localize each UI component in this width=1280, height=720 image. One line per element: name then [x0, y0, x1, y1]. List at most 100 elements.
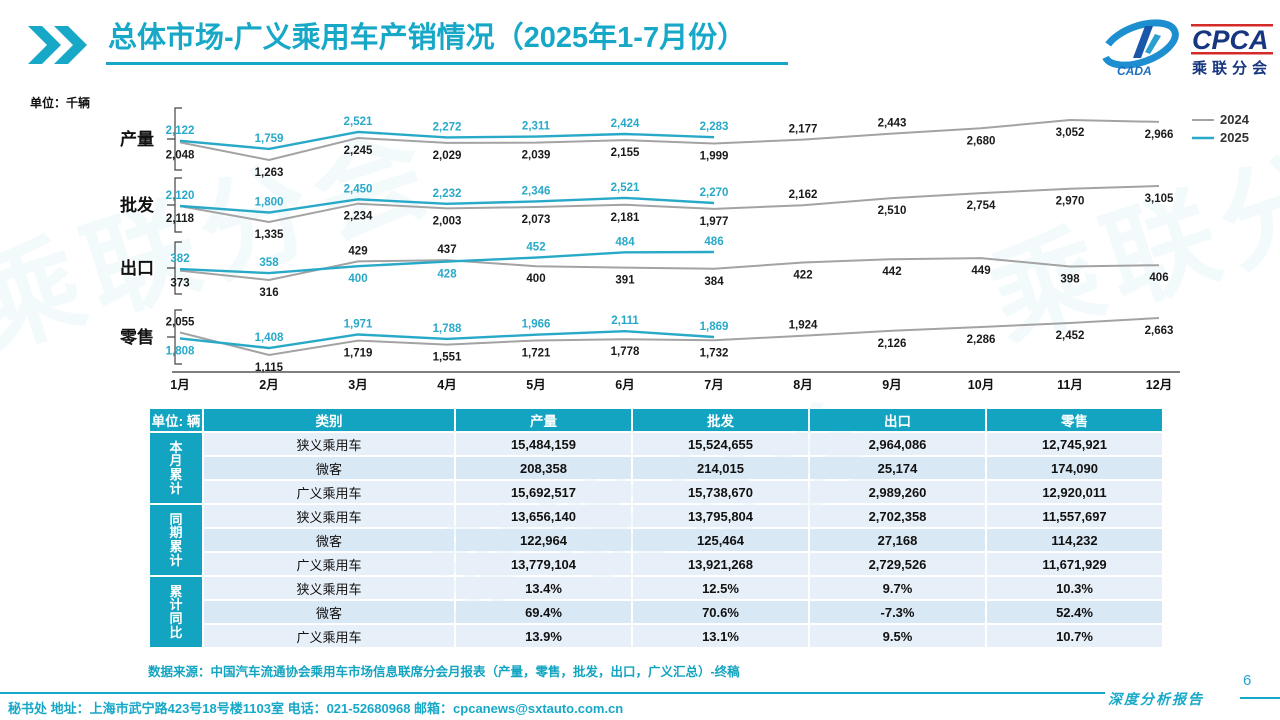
- report-type-label: 深度分析报告: [1108, 692, 1204, 708]
- panel-label: 产量: [120, 129, 154, 149]
- value-cell: 15,738,670: [633, 481, 808, 503]
- table-row: 微客 208,358 214,015 25,174 174,090: [150, 457, 1162, 479]
- point-label-2025: 1,966: [522, 319, 551, 331]
- point-label-2024: 2,966: [1145, 129, 1174, 141]
- secretariat-contact: 秘书处 地址：上海市武宁路423号18号楼1103室 电话：021-526809…: [8, 701, 624, 716]
- line-2024: [179, 317, 1160, 357]
- value-cell: 9.7%: [810, 577, 985, 599]
- table-row: 本月累计狭义乘用车 15,484,159 15,524,655 2,964,086 12…: [150, 433, 1162, 503]
- point-label-2024: 1,263: [255, 167, 284, 179]
- page-number: 6: [1243, 672, 1252, 689]
- point-label-2025: 2,122: [166, 125, 195, 137]
- value-cell: 125,464: [633, 529, 808, 551]
- point-label-2024: 373: [170, 278, 189, 290]
- category-cell: 微客: [204, 529, 454, 551]
- value-cell: 10.3%: [987, 577, 1162, 599]
- point-label-2025: 1,800: [255, 197, 284, 209]
- axis-bracket: [167, 309, 182, 365]
- column-header: 批发: [633, 409, 808, 431]
- point-label-2024: 437: [437, 244, 456, 256]
- point-label-2025: 1,808: [166, 345, 195, 357]
- point-label-2024: 1,551: [433, 352, 462, 364]
- value-cell: 27,168: [810, 529, 985, 551]
- category-cell: 微客: [204, 601, 454, 623]
- row-group-label: 本月累计: [150, 433, 202, 503]
- row-group-label: 同期累计: [150, 505, 202, 575]
- page-title: 总体市场-广义乘用车产销情况（2025年1-7月份）: [106, 22, 789, 66]
- value-cell: 13,921,268: [633, 553, 808, 575]
- line-2025: [179, 250, 715, 275]
- point-label-2024: 2,663: [1145, 325, 1174, 337]
- value-cell: 52.4%: [987, 601, 1162, 623]
- panel-label: 出口: [120, 258, 154, 278]
- panel-label: 零售: [119, 327, 154, 347]
- point-label-2025: 2,111: [611, 315, 639, 327]
- point-label-2025: 358: [259, 257, 279, 269]
- x-axis-label: 1月: [170, 378, 189, 392]
- value-cell: 12,920,011: [987, 481, 1162, 503]
- summary-table: 单位: 辆 类别 产量 批发 出口 零售 本月累计狭义乘用车 15,484,159…: [148, 407, 1164, 649]
- category-cell: 狭义乘用车: [204, 577, 454, 599]
- point-label-2024: 2,970: [1056, 196, 1085, 208]
- value-cell: 208,358: [456, 457, 631, 479]
- point-label-2025: 2,346: [522, 185, 551, 197]
- category-cell: 广义乘用车: [204, 481, 454, 503]
- point-label-2025: 2,120: [166, 190, 195, 202]
- line-2024: [179, 257, 1160, 282]
- point-label-2024: 1,778: [611, 346, 640, 358]
- point-label-2024: 2,234: [344, 211, 373, 223]
- value-cell: 70.6%: [633, 601, 808, 623]
- category-cell: 微客: [204, 457, 454, 479]
- value-cell: 69.4%: [456, 601, 631, 623]
- table-row: 广义乘用车 13.9% 13.1% 9.5% 10.7%: [150, 625, 1162, 647]
- column-header: 零售: [987, 409, 1162, 431]
- title-chevrons-icon: [28, 26, 87, 64]
- value-cell: 214,015: [633, 457, 808, 479]
- point-label-2024: 2,029: [433, 150, 462, 162]
- x-axis-label: 10月: [968, 378, 994, 392]
- x-axis-label: 4月: [437, 378, 456, 392]
- point-label-2024: 429: [348, 245, 367, 257]
- point-label-2024: 1,115: [255, 362, 284, 374]
- line-2024: [179, 118, 1160, 162]
- category-cell: 狭义乘用车: [204, 433, 454, 455]
- x-axis-label: 5月: [526, 378, 545, 392]
- point-label-2025: 400: [348, 273, 367, 285]
- point-label-2024: 422: [793, 270, 812, 282]
- table-unit-header: 单位: 辆: [150, 409, 202, 431]
- point-label-2025: 1,408: [255, 332, 284, 344]
- point-label-2025: 2,424: [611, 118, 640, 130]
- point-label-2024: 2,048: [166, 149, 195, 161]
- point-label-2024: 2,510: [878, 205, 907, 217]
- footer-divider-right: [1240, 697, 1280, 699]
- axis-bracket: [167, 177, 182, 233]
- column-header: 类别: [204, 409, 454, 431]
- point-label-2024: 1,721: [522, 348, 551, 360]
- value-cell: 11,671,929: [987, 553, 1162, 575]
- column-header: 出口: [810, 409, 985, 431]
- row-group-label: 累计同比: [150, 577, 202, 647]
- value-cell: 2,729,526: [810, 553, 985, 575]
- value-cell: 12,745,921: [987, 433, 1162, 455]
- x-axis-label: 2月: [259, 378, 278, 392]
- point-label-2024: 2,443: [878, 118, 907, 130]
- category-cell: 广义乘用车: [204, 553, 454, 575]
- point-label-2024: 2,680: [967, 135, 996, 147]
- cpca-logo-swoosh: [1101, 19, 1179, 69]
- monthly-trend-chart: 产量 2,122 2,048 1,759 1,263 2,521 2,245 2,272 2,0…: [119, 107, 1250, 392]
- point-label-2024: 2,118: [166, 213, 195, 225]
- value-cell: 174,090: [987, 457, 1162, 479]
- point-label-2024: 2,286: [967, 334, 996, 346]
- value-cell: 114,232: [987, 529, 1162, 551]
- point-label-2025: 452: [526, 242, 545, 254]
- point-label-2024: 442: [882, 266, 901, 278]
- value-cell: 15,484,159: [456, 433, 631, 455]
- point-label-2024: 2,162: [789, 189, 818, 201]
- point-label-2024: 2,003: [433, 215, 462, 227]
- table-row: 广义乘用车 15,692,517 15,738,670 2,989,260 12,920…: [150, 481, 1162, 503]
- point-label-2024: 391: [615, 275, 635, 287]
- point-label-2025: 2,270: [700, 187, 729, 199]
- value-cell: -7.3%: [810, 601, 985, 623]
- value-cell: 13.1%: [633, 625, 808, 647]
